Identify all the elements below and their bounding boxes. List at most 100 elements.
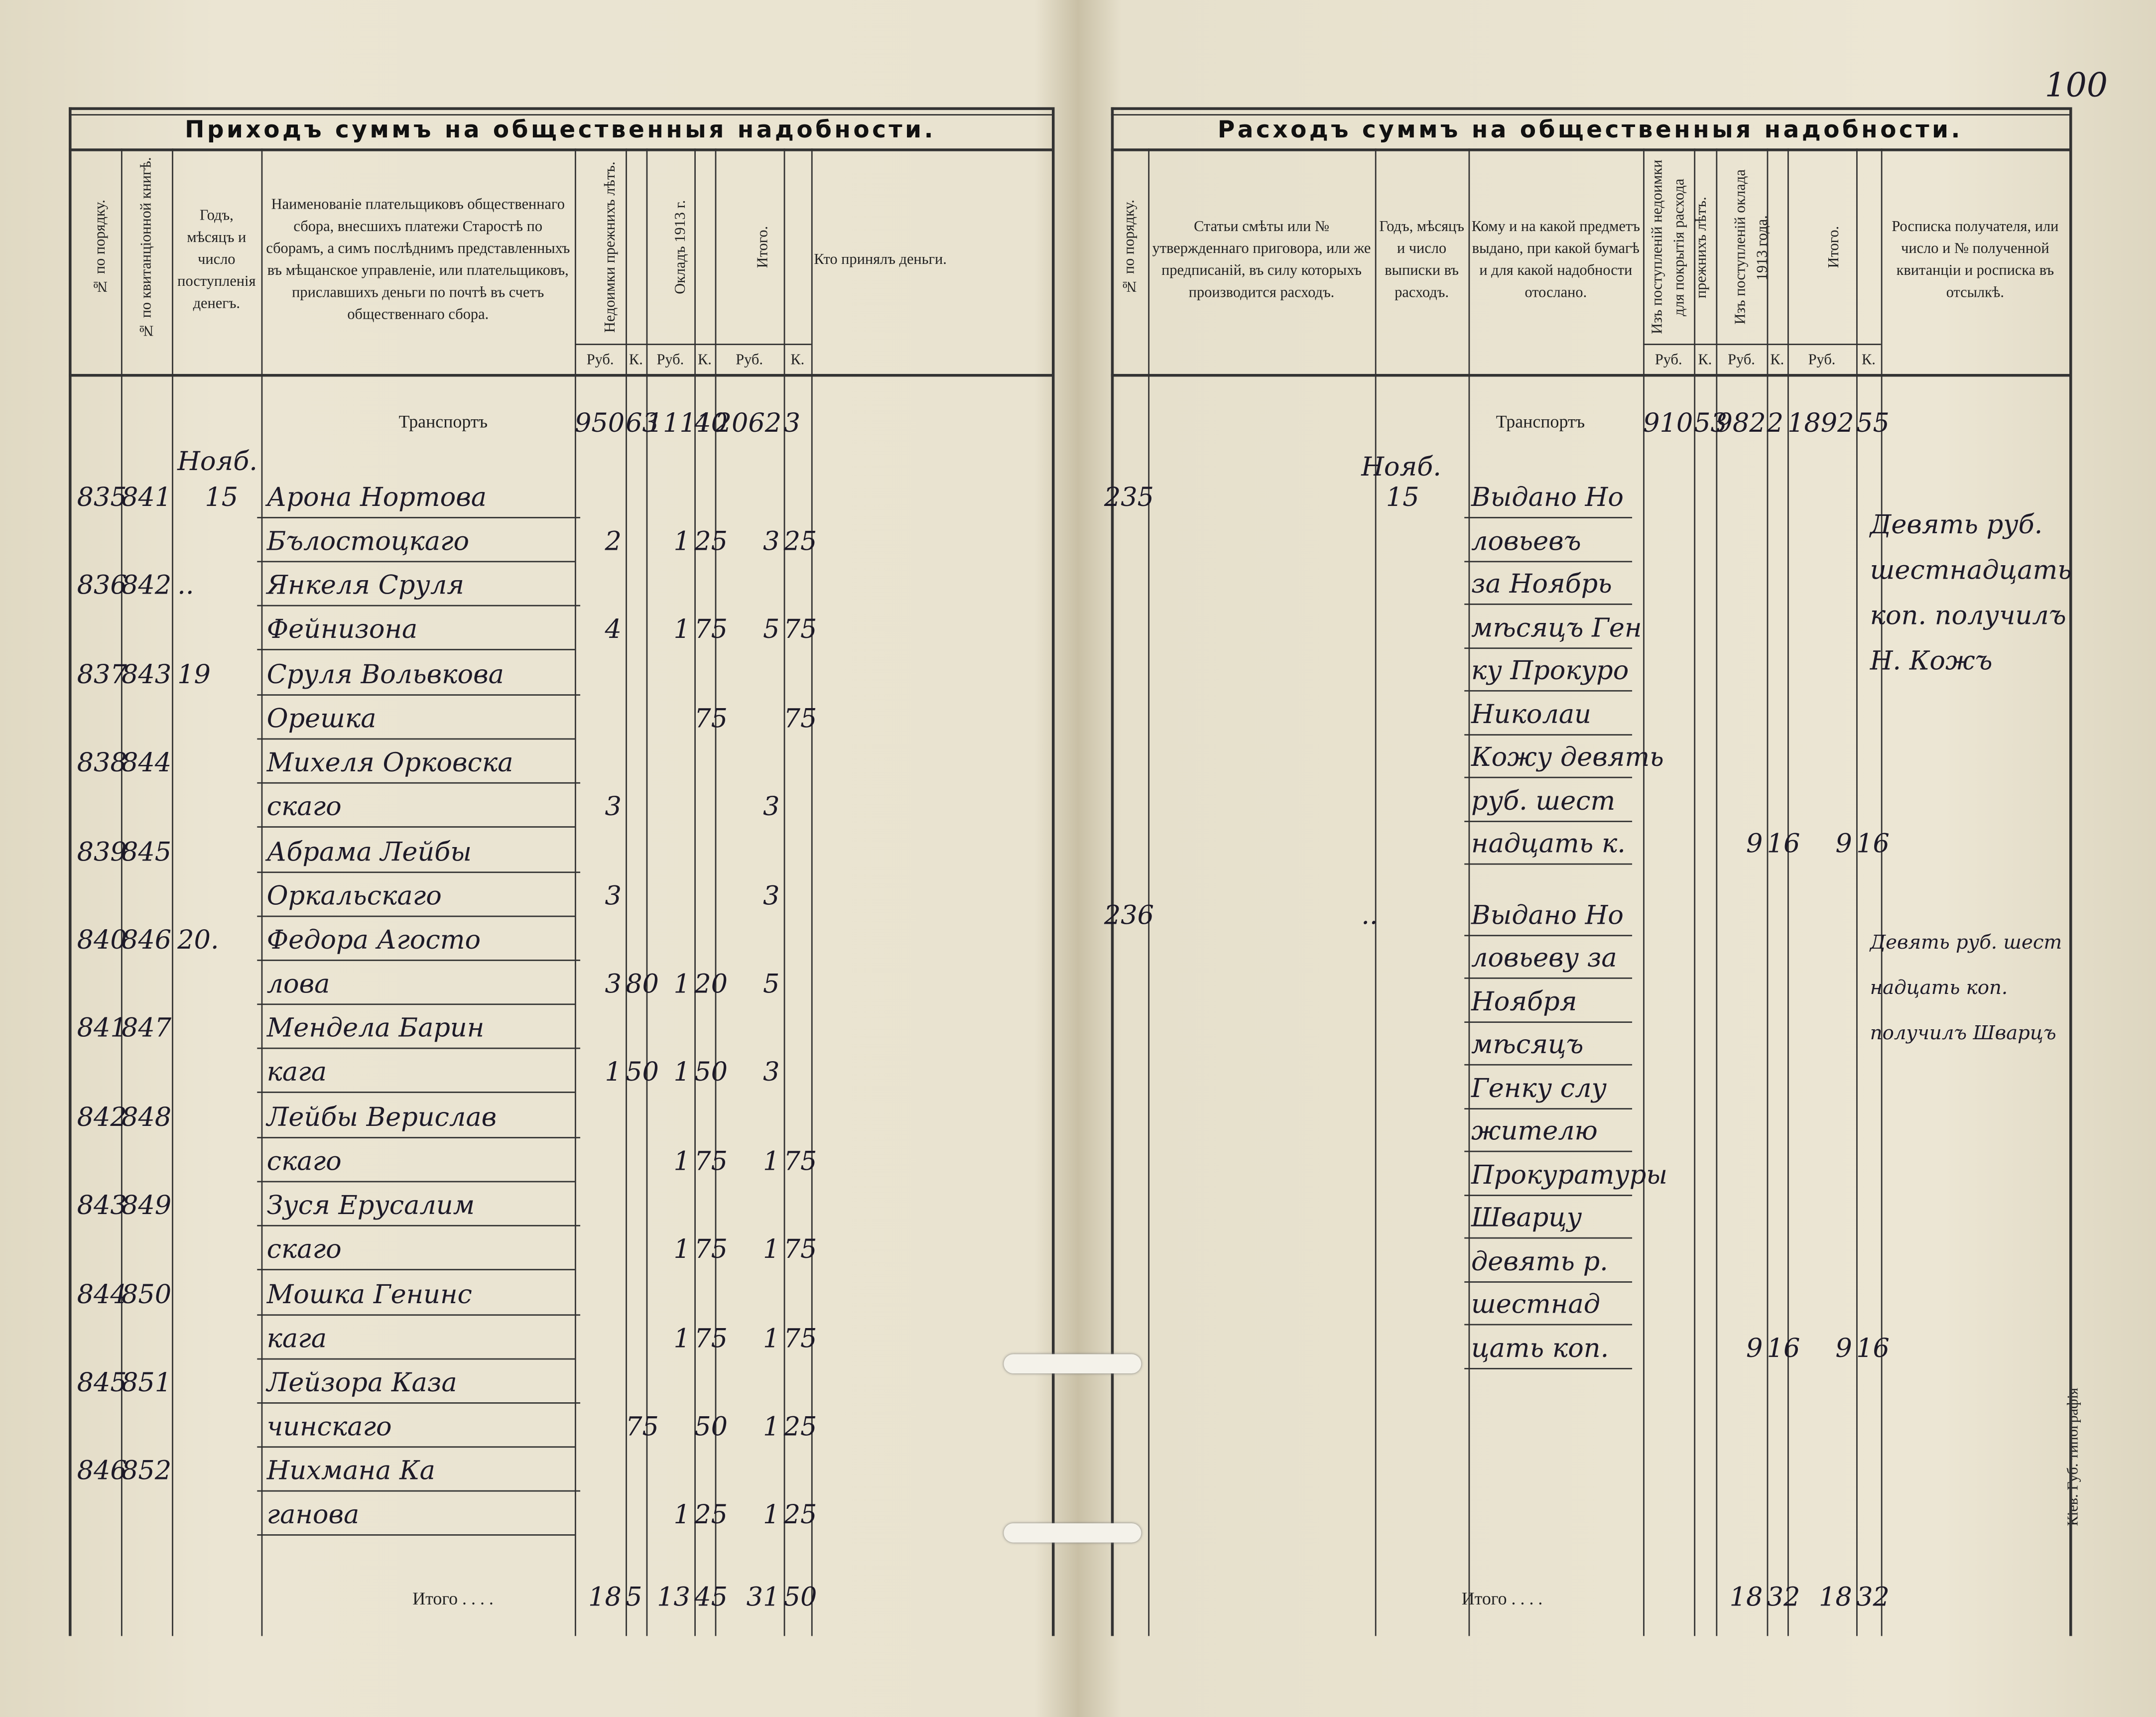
entry: 841 xyxy=(77,1013,127,1044)
entry: ловьевъ xyxy=(1471,526,1581,556)
entry: 852 xyxy=(121,1456,172,1487)
rule xyxy=(257,517,581,518)
entry: получилъ Шварцъ xyxy=(1870,1022,2056,1044)
rule xyxy=(1464,733,1633,735)
rule xyxy=(257,915,575,917)
entry: 3 xyxy=(762,1058,780,1088)
entry: 19 xyxy=(177,659,211,690)
entry: 9 xyxy=(1835,829,1852,859)
entry: 1 xyxy=(673,1058,690,1088)
rule xyxy=(1464,1367,1633,1369)
entry: 3 xyxy=(605,880,622,911)
rule xyxy=(1464,1194,1633,1196)
entry: 1 xyxy=(762,1234,780,1265)
entry: Выдано Но xyxy=(1471,483,1624,513)
entry: за Ноябрь xyxy=(1471,569,1612,600)
entry: 9 xyxy=(1746,1333,1763,1363)
entry: 843 xyxy=(77,1191,127,1222)
rule xyxy=(1111,148,2070,151)
entry: 839 xyxy=(77,837,127,867)
entry: .. xyxy=(177,571,194,602)
entry: 835 xyxy=(77,483,127,513)
entry: кага xyxy=(266,1058,327,1088)
rule xyxy=(1716,148,1718,1636)
entry: .. xyxy=(1361,899,1378,930)
entry: Янкеля Сруля xyxy=(266,571,464,602)
rule xyxy=(1881,148,1883,1636)
entry: 20. xyxy=(177,925,219,956)
entry: Генку слу xyxy=(1471,1073,1607,1104)
rule xyxy=(575,344,811,345)
entry: девять р. xyxy=(1471,1246,1608,1277)
entry: Ноября xyxy=(1471,986,1577,1017)
entry: руб. шест xyxy=(1471,785,1616,816)
rule xyxy=(257,1136,581,1138)
column-header: Росписка получателя, или число и № получ… xyxy=(1892,218,2059,301)
column-header: Итого. xyxy=(1826,226,1843,269)
entry: К. xyxy=(629,352,643,368)
entry: 1 xyxy=(762,1500,780,1531)
binding-string xyxy=(1004,1523,1141,1543)
entry: ловьеву за xyxy=(1471,943,1617,974)
rule xyxy=(257,1180,575,1182)
entry: Сруля Вольвкова xyxy=(266,659,504,690)
rule xyxy=(257,694,581,696)
entry: Руб. xyxy=(1654,352,1682,368)
entry: 75 xyxy=(694,1234,728,1265)
entry: 1 xyxy=(673,1234,690,1265)
rule xyxy=(1468,148,1470,1636)
entry: скаго xyxy=(266,1146,342,1177)
entry: мѣсяцъ xyxy=(1471,1029,1584,1060)
rule xyxy=(783,148,785,1636)
rule xyxy=(1464,1064,1633,1066)
entry: Мошка Генинс xyxy=(266,1279,472,1310)
entry: 236 xyxy=(1104,899,1154,930)
entry: 845 xyxy=(77,1367,127,1398)
entry: 75 xyxy=(783,1146,817,1177)
entry: 75 xyxy=(626,1412,659,1443)
entry: Фейнизона xyxy=(266,615,418,645)
entry: 837 xyxy=(77,659,127,690)
rule xyxy=(121,148,123,1636)
entry: 3 xyxy=(605,792,622,823)
entry: 841 xyxy=(121,483,172,513)
entry: 3 xyxy=(762,880,780,911)
rule xyxy=(257,1048,581,1050)
entry: 25 xyxy=(694,526,728,557)
entry: Итого . . . . xyxy=(412,1588,494,1609)
entry: 32 xyxy=(1767,1582,1800,1613)
entry: 13 xyxy=(657,1582,690,1613)
entry: 847 xyxy=(121,1013,172,1044)
entry: 16 xyxy=(1856,1333,1890,1363)
entry: кага xyxy=(266,1323,327,1354)
entry: 1 xyxy=(673,1146,690,1177)
entry: 1 xyxy=(673,969,690,1000)
rule xyxy=(2069,107,2072,1636)
rule xyxy=(257,561,575,563)
rule xyxy=(626,148,627,1636)
entry: Выдано Но xyxy=(1471,899,1624,930)
entry: 75 xyxy=(694,1146,728,1177)
entry: 75 xyxy=(694,615,728,645)
rule xyxy=(257,737,575,739)
entry: Федора Агосто xyxy=(266,925,481,956)
entry: Бълостоцкаго xyxy=(266,526,470,557)
entry: 846 xyxy=(77,1456,127,1487)
rule xyxy=(257,1490,581,1492)
rule xyxy=(257,1357,575,1359)
entry: 4 xyxy=(605,615,622,645)
entry: 2 xyxy=(605,526,622,557)
entry: 1 xyxy=(673,1323,690,1354)
rule xyxy=(1464,1150,1633,1152)
rule xyxy=(1464,603,1633,605)
column-header: Недоимки прежнихъ лѣтъ. xyxy=(602,162,619,333)
binding-string xyxy=(1004,1354,1141,1374)
entry: чинскаго xyxy=(266,1412,392,1443)
rule xyxy=(1111,107,2070,110)
entry: 75 xyxy=(783,615,817,645)
entry: 2062 xyxy=(715,408,782,439)
entry: коп. получилъ xyxy=(1870,601,2066,631)
entry: Руб. xyxy=(586,352,614,368)
entry: Оркальскаго xyxy=(266,880,442,911)
entry: 40 xyxy=(694,408,728,439)
